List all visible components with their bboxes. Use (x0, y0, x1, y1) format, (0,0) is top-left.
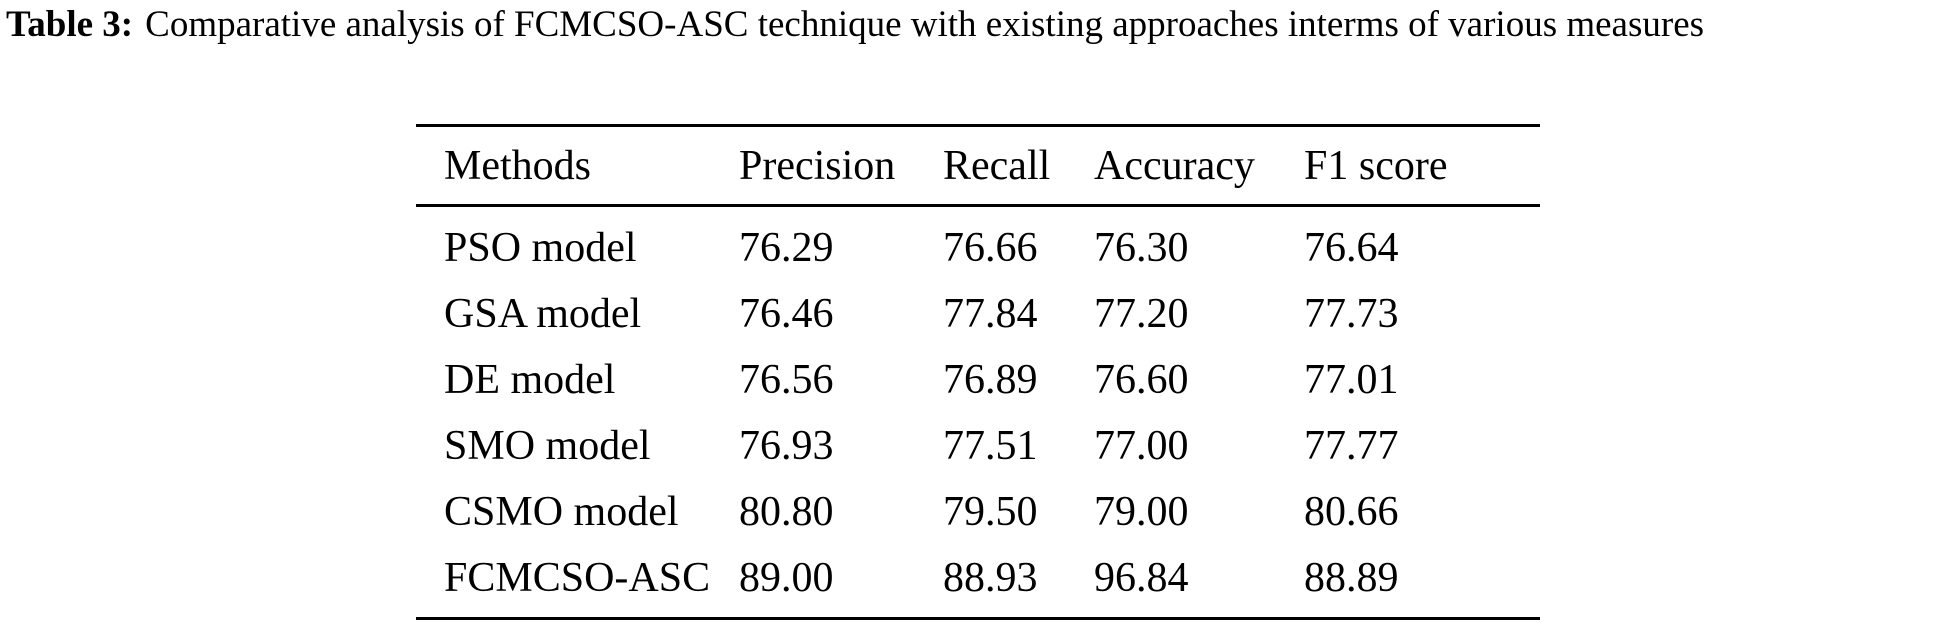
header-precision: Precision (739, 142, 896, 189)
cell-precision: 76.29 (739, 225, 834, 271)
table-body: PSO model 76.29 76.66 76.30 76.64 GSA mo… (416, 206, 1540, 619)
table-header: Methods Precision Recall Accuracy F1 sco… (416, 125, 1540, 206)
comparison-table: Methods Precision Recall Accuracy F1 sco… (416, 124, 1540, 620)
table-row: DE model 76.56 76.89 76.60 77.01 (416, 347, 1540, 413)
table-row: PSO model 76.29 76.66 76.30 76.64 (416, 206, 1540, 282)
cell-method: DE model (444, 357, 616, 403)
table-row: FCMCSO-ASC 89.00 88.93 96.84 88.89 (416, 545, 1540, 619)
cell-recall: 77.84 (943, 291, 1038, 337)
caption-text: Comparative analysis of FCMCSO-ASC techn… (145, 4, 1705, 45)
cell-accuracy: 77.20 (1094, 291, 1189, 337)
cell-f1-score: 80.66 (1304, 489, 1399, 535)
cell-f1-score: 76.64 (1304, 225, 1399, 271)
table-row: GSA model 76.46 77.84 77.20 77.73 (416, 281, 1540, 347)
header-accuracy: Accuracy (1094, 142, 1255, 189)
cell-f1-score: 77.73 (1304, 291, 1399, 337)
cell-f1-score: 77.01 (1304, 357, 1399, 403)
cell-recall: 76.66 (943, 225, 1038, 271)
table-caption: Table 3: Comparative analysis of FCMCSO-A… (6, 2, 1941, 48)
cell-recall: 79.50 (943, 489, 1038, 535)
cell-f1-score: 77.77 (1304, 423, 1399, 469)
caption-label: Table 3: (6, 4, 134, 45)
comparison-table-container: Methods Precision Recall Accuracy F1 sco… (416, 124, 1540, 620)
cell-method: FCMCSO-ASC (444, 555, 711, 601)
cell-precision: 76.56 (739, 357, 834, 403)
cell-method: GSA model (444, 291, 642, 337)
header-row: Methods Precision Recall Accuracy F1 sco… (416, 125, 1540, 206)
cell-precision: 76.93 (739, 423, 834, 469)
cell-recall: 88.93 (943, 555, 1038, 601)
cell-recall: 77.51 (943, 423, 1038, 469)
cell-accuracy: 79.00 (1094, 489, 1189, 535)
cell-method: PSO model (444, 225, 637, 271)
cell-accuracy: 76.60 (1094, 357, 1189, 403)
header-recall: Recall (943, 142, 1051, 189)
table-row: SMO model 76.93 77.51 77.00 77.77 (416, 413, 1540, 479)
header-methods: Methods (444, 142, 591, 189)
header-f1-score: F1 score (1304, 142, 1448, 189)
cell-method: CSMO model (444, 489, 679, 535)
cell-method: SMO model (444, 423, 651, 469)
cell-accuracy: 96.84 (1094, 555, 1189, 601)
table-row: CSMO model 80.80 79.50 79.00 80.66 (416, 479, 1540, 545)
cell-precision: 80.80 (739, 489, 834, 535)
cell-precision: 89.00 (739, 555, 834, 601)
cell-precision: 76.46 (739, 291, 834, 337)
cell-accuracy: 76.30 (1094, 225, 1189, 271)
cell-f1-score: 88.89 (1304, 555, 1399, 601)
cell-accuracy: 77.00 (1094, 423, 1189, 469)
cell-recall: 76.89 (943, 357, 1038, 403)
